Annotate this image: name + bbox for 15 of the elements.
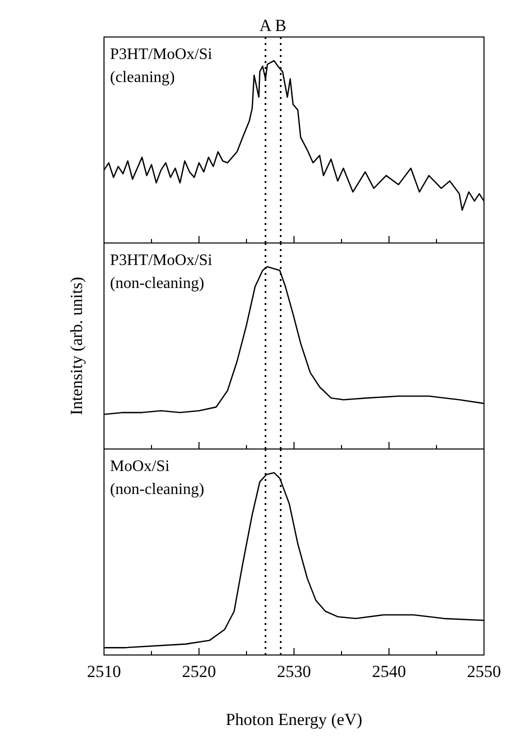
annotation: P3HT/MoOx/Si xyxy=(110,46,213,63)
x-tick-label: 2540 xyxy=(372,662,406,681)
annotation: MoOx/Si xyxy=(110,458,170,475)
x-tick-label: 2530 xyxy=(277,662,311,681)
annotation: (non-cleaning) xyxy=(110,481,204,498)
y-axis-title: Intensity (arb. units) xyxy=(67,276,86,416)
x-tick-label: 2510 xyxy=(87,662,121,681)
annotation: P3HT/MoOx/Si xyxy=(110,252,213,269)
x-tick-label: 2520 xyxy=(182,662,216,681)
annotation: (cleaning) xyxy=(110,69,175,86)
x-tick-label: 2550 xyxy=(467,662,501,681)
x-axis-title: Photon Energy (eV) xyxy=(226,710,362,729)
annotation: (non-cleaning) xyxy=(110,275,204,292)
ref-line-label: A xyxy=(259,16,272,35)
ref-line-label: B xyxy=(275,16,286,35)
